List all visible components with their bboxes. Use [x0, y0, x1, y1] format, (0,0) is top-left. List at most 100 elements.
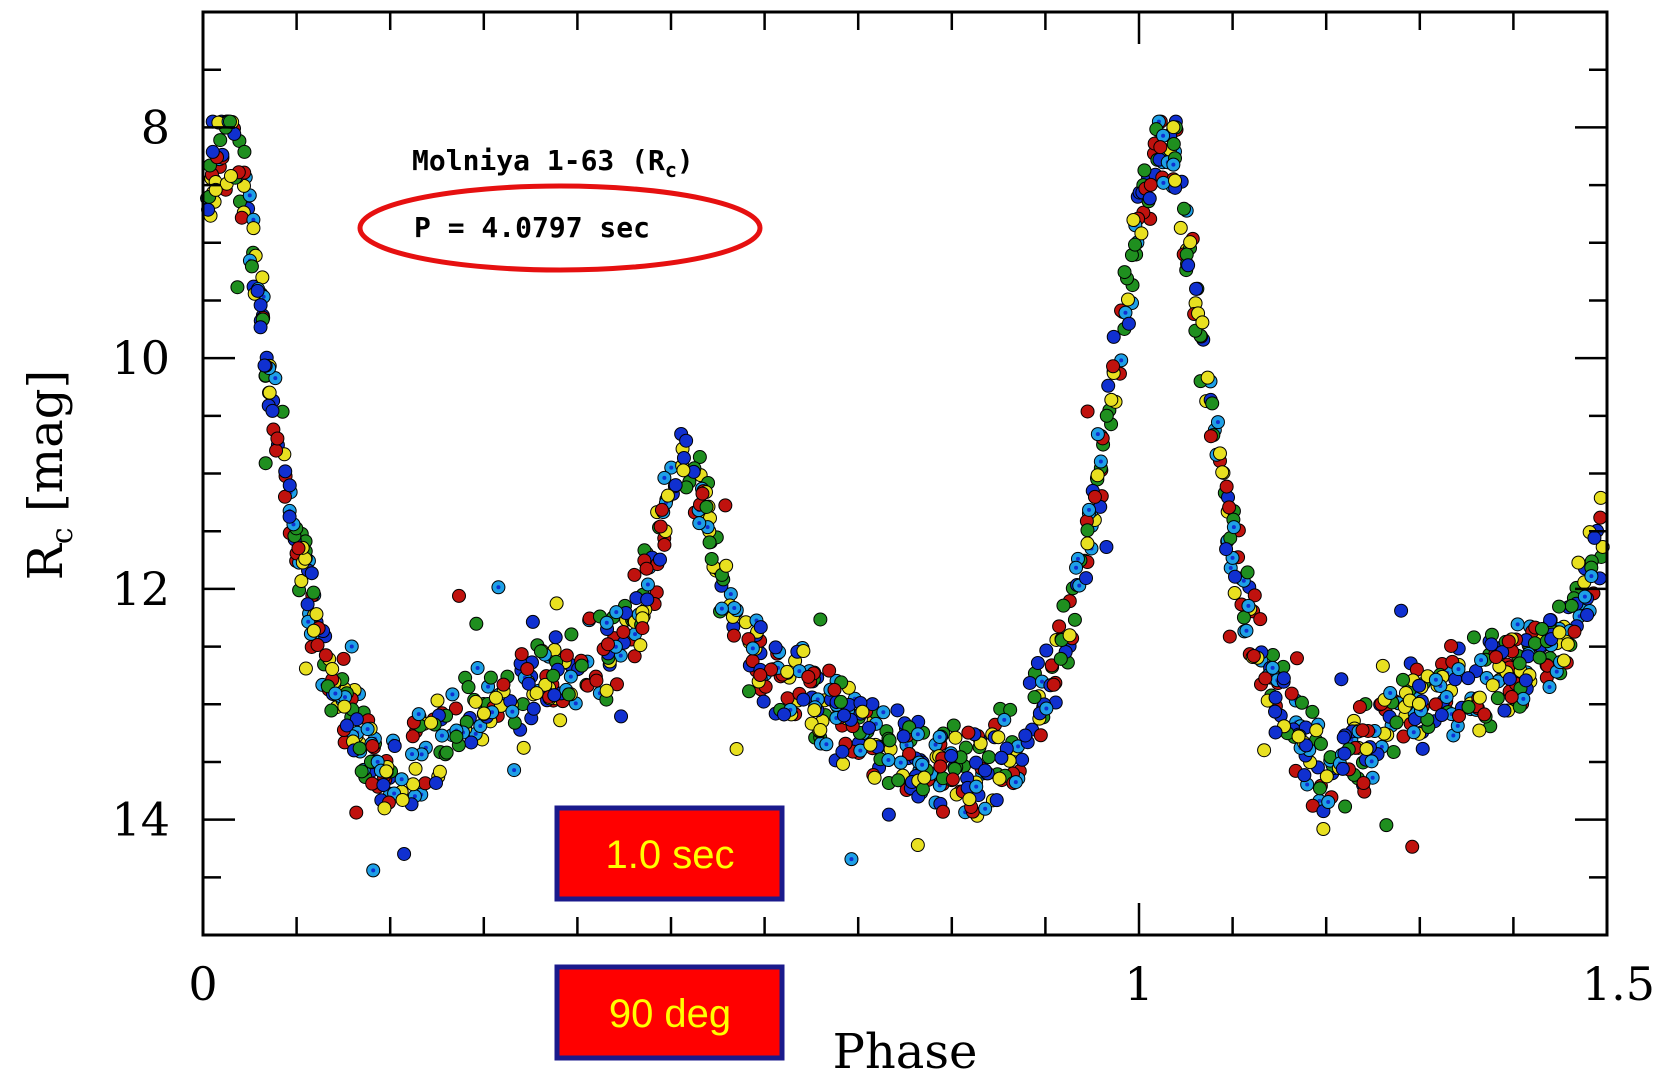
data-point — [933, 759, 948, 774]
data-point — [796, 692, 811, 707]
data-point — [699, 499, 714, 514]
data-point — [377, 801, 392, 816]
data-point — [1321, 795, 1336, 810]
data-point — [1383, 686, 1398, 701]
data-point — [944, 748, 959, 763]
data-point — [882, 733, 897, 748]
y-tick-label: 14 — [111, 793, 170, 847]
y-tick-label: 10 — [111, 331, 170, 385]
data-point — [1219, 479, 1234, 494]
data-point — [1552, 599, 1567, 614]
data-point — [714, 601, 729, 616]
data-point — [1106, 359, 1121, 374]
data-point — [563, 669, 578, 684]
data-point — [890, 703, 905, 718]
data-point — [780, 664, 795, 679]
data-point — [505, 704, 520, 719]
data-point — [1355, 723, 1370, 738]
data-point — [727, 601, 742, 616]
data-point — [1406, 725, 1421, 740]
data-point — [270, 431, 285, 446]
data-point — [1571, 555, 1586, 570]
data-point — [265, 403, 280, 418]
data-point — [1375, 658, 1390, 673]
data-point — [932, 729, 947, 744]
data-point — [1008, 775, 1023, 790]
data-point — [1461, 700, 1476, 715]
data-point — [1309, 723, 1324, 738]
data-point — [1087, 489, 1102, 504]
data-point — [819, 737, 834, 752]
data-point — [306, 585, 321, 600]
object-name-annotation: Molniya 1-63 (Rc) — [412, 144, 694, 182]
data-point — [1241, 598, 1256, 613]
data-point — [1305, 704, 1320, 719]
data-point — [1395, 672, 1410, 687]
data-point — [366, 863, 381, 878]
svg-text:Rc [mag]: Rc [mag] — [18, 370, 80, 581]
data-point — [325, 662, 340, 677]
data-point — [553, 713, 568, 728]
data-point — [405, 729, 420, 744]
data-point — [640, 577, 655, 592]
data-point — [1239, 623, 1254, 638]
data-point — [1516, 691, 1531, 706]
data-point — [609, 677, 624, 692]
data-point — [291, 541, 306, 556]
data-point — [208, 182, 223, 197]
data-point — [723, 587, 738, 602]
data-point — [1039, 701, 1054, 716]
data-point — [726, 628, 741, 643]
x-axis-title: Phase — [833, 1024, 978, 1075]
data-point — [599, 683, 614, 698]
data-point — [813, 612, 828, 627]
data-point — [268, 371, 283, 386]
data-point — [1593, 490, 1608, 505]
data-point — [1236, 610, 1251, 625]
data-point — [994, 750, 1009, 765]
data-point — [306, 623, 321, 638]
data-point — [429, 775, 444, 790]
data-point — [1567, 624, 1582, 639]
data-point — [1240, 565, 1255, 580]
data-point — [205, 144, 220, 159]
data-point — [917, 770, 932, 785]
data-point — [253, 320, 268, 335]
data-point — [376, 777, 391, 792]
data-point — [1337, 746, 1352, 761]
data-point — [1226, 520, 1241, 535]
data-point — [470, 661, 485, 676]
data-point — [237, 144, 252, 159]
data-point — [269, 443, 284, 458]
data-point — [395, 792, 410, 807]
data-point — [1258, 671, 1273, 686]
data-point — [1552, 625, 1567, 640]
data-point — [1080, 404, 1095, 419]
data-point — [533, 644, 548, 659]
svg-text:1.0 sec: 1.0 sec — [606, 833, 735, 877]
data-point — [719, 558, 734, 573]
data-point — [559, 648, 574, 663]
data-point — [1173, 220, 1188, 235]
data-point — [1069, 560, 1084, 575]
data-point — [627, 567, 642, 582]
data-point — [893, 755, 908, 770]
data-point — [844, 852, 859, 867]
data-point — [1490, 691, 1505, 706]
data-point — [1534, 621, 1549, 636]
data-point — [756, 694, 771, 709]
data-point — [863, 737, 878, 752]
data-point — [1156, 128, 1171, 143]
data-point — [653, 519, 668, 534]
data-point — [945, 772, 960, 787]
data-point — [547, 688, 562, 703]
data-point — [1067, 612, 1082, 627]
data-point — [1297, 768, 1312, 783]
y-tick-label: 8 — [141, 100, 170, 154]
data-point — [1477, 707, 1492, 722]
data-point — [1428, 697, 1443, 712]
data-point — [244, 259, 259, 274]
data-point — [660, 488, 675, 503]
axis-tick-labels: 0 1 1.5 8 10 12 14 — [111, 100, 1653, 1011]
duration-box: 1.0 sec — [554, 805, 785, 902]
